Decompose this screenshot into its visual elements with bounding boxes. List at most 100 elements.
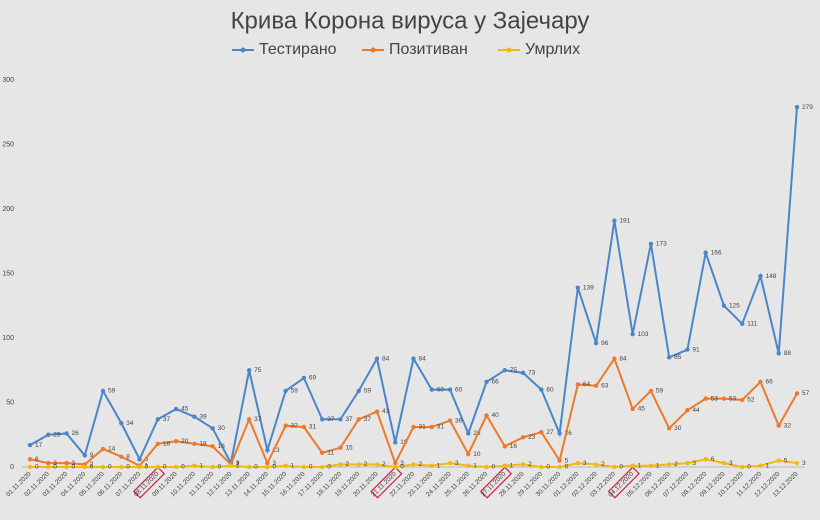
data-point — [82, 464, 87, 470]
data-point — [173, 464, 179, 470]
data-point — [593, 462, 599, 467]
data-point — [685, 460, 690, 466]
data-label: 3 — [729, 460, 733, 467]
data-point — [356, 388, 361, 394]
data-label: 30 — [674, 425, 682, 432]
data-label: 0 — [546, 464, 550, 471]
data-point — [593, 383, 599, 388]
data-point — [575, 382, 581, 387]
data-point — [319, 417, 325, 422]
data-point — [794, 104, 800, 110]
highlight-box — [479, 466, 513, 499]
data-label: 34 — [126, 420, 134, 427]
data-point — [155, 417, 161, 422]
data-label: 44 — [692, 407, 700, 414]
data-label: 0 — [218, 464, 222, 471]
data-point — [374, 356, 380, 361]
legend-marker — [370, 47, 376, 53]
data-point — [648, 463, 654, 468]
data-point — [210, 464, 215, 470]
data-label: 37 — [345, 416, 353, 423]
data-point — [612, 464, 617, 470]
data-point — [64, 464, 69, 470]
y-tick-label: 300 — [2, 77, 14, 84]
data-point — [630, 331, 635, 337]
data-label: 0 — [90, 464, 94, 471]
data-label: 75 — [254, 367, 262, 374]
data-label: 52 — [747, 397, 755, 404]
data-label: 0 — [108, 464, 112, 471]
data-label: 59 — [364, 388, 372, 395]
data-label: 8 — [126, 453, 130, 460]
data-label: 66 — [765, 379, 773, 386]
data-label: 60 — [437, 386, 445, 393]
data-label: 37 — [163, 416, 171, 423]
data-label: 66 — [492, 379, 500, 386]
data-point — [447, 460, 453, 466]
data-label: 2 — [674, 461, 678, 468]
legend-label: Умрлих — [525, 41, 580, 58]
data-point — [192, 463, 197, 468]
data-label: 1 — [656, 462, 660, 469]
data-point — [82, 453, 87, 458]
data-point — [265, 460, 270, 466]
data-label: 3 — [455, 460, 459, 467]
data-label: 27 — [546, 429, 554, 436]
data-point — [429, 424, 434, 430]
data-point — [776, 423, 781, 428]
data-point — [338, 462, 343, 467]
data-point — [648, 241, 654, 247]
data-point — [703, 250, 708, 256]
data-label: 59 — [108, 388, 116, 395]
data-label: 60 — [546, 386, 554, 393]
data-point — [411, 356, 416, 361]
data-point — [173, 406, 179, 412]
data-point — [502, 463, 508, 468]
data-point — [119, 464, 124, 470]
data-point — [758, 379, 763, 385]
data-label: 2 — [236, 461, 240, 468]
data-point — [539, 464, 544, 470]
data-label: 0 — [181, 464, 185, 471]
data-label: 43 — [382, 408, 390, 415]
data-label: 84 — [419, 355, 427, 362]
data-point — [630, 463, 635, 468]
data-label: 6 — [711, 456, 715, 463]
data-label: 23 — [528, 434, 536, 441]
data-point — [721, 396, 727, 401]
data-label: 40 — [492, 412, 500, 419]
data-label: 57 — [802, 390, 810, 397]
data-label: 2 — [601, 461, 605, 468]
data-point — [740, 397, 745, 403]
data-point — [484, 379, 489, 385]
data-point — [319, 464, 325, 470]
data-label: 6 — [145, 456, 149, 463]
y-tick-label: 150 — [2, 270, 14, 277]
data-point — [411, 424, 416, 430]
data-label: 0 — [53, 464, 57, 471]
data-point — [27, 442, 33, 448]
data-label: 1 — [236, 462, 240, 469]
data-point — [64, 460, 69, 466]
data-label: 3 — [53, 460, 57, 467]
data-label: 1 — [473, 462, 477, 469]
data-point — [484, 413, 489, 418]
data-point — [557, 431, 562, 436]
data-label: 5 — [565, 457, 569, 464]
data-point — [137, 464, 142, 470]
data-point — [502, 444, 508, 449]
data-label: 37 — [364, 416, 372, 423]
data-point — [575, 285, 581, 290]
data-point — [721, 460, 727, 466]
data-point — [666, 426, 672, 431]
data-point — [612, 356, 617, 361]
data-point — [520, 370, 526, 376]
data-label: 39 — [199, 413, 207, 420]
data-label: 0 — [619, 464, 623, 471]
data-point — [393, 440, 398, 445]
data-label: 26 — [72, 430, 80, 437]
data-point — [155, 441, 161, 446]
data-label: 3 — [72, 460, 76, 467]
data-point — [575, 460, 581, 466]
legend-label: Позитиван — [389, 41, 468, 58]
